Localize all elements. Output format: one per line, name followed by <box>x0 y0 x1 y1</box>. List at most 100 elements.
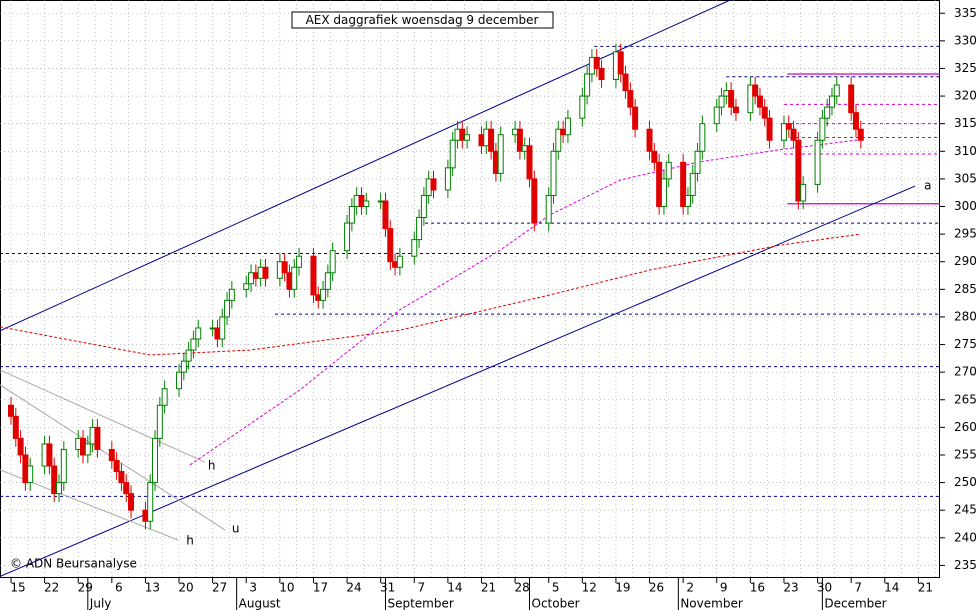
candle-body <box>252 272 259 279</box>
x-tick-label: 29 <box>78 581 93 595</box>
candle-body <box>560 128 567 136</box>
x-tick-label: 27 <box>212 581 227 595</box>
y-tick-label: 320 <box>954 89 977 103</box>
y-tick-label: 285 <box>954 282 977 296</box>
month-label: July <box>89 597 112 610</box>
x-tick-label: 28 <box>514 581 529 595</box>
candle-body <box>728 90 735 108</box>
candle-body <box>689 172 696 196</box>
candle-body <box>512 128 519 136</box>
x-tick-label: 7 <box>417 581 425 595</box>
x-tick-label: 5 <box>552 581 560 595</box>
candle-body <box>358 194 365 208</box>
candle-body <box>454 128 461 141</box>
candle-body <box>324 272 331 290</box>
y-tick-label: 305 <box>954 171 977 185</box>
candle-body <box>632 106 639 130</box>
candle-body <box>464 134 471 141</box>
y-tick-label: 330 <box>954 33 977 47</box>
candle-body <box>646 128 653 152</box>
y-tick-label: 250 <box>954 475 977 489</box>
x-tick-label: 3 <box>249 581 257 595</box>
annotation: h <box>208 459 216 473</box>
y-tick-label: 235 <box>954 558 977 572</box>
candle-body <box>761 106 768 119</box>
candle-body <box>180 360 187 373</box>
annotation: u <box>232 521 240 535</box>
candle-body <box>80 437 87 456</box>
x-tick-label: 26 <box>649 581 664 595</box>
candle-body <box>814 139 821 185</box>
candle-body <box>291 266 298 290</box>
candle-body <box>694 150 701 174</box>
candle-body <box>89 426 96 445</box>
candle-body <box>257 266 264 279</box>
y-tick-label: 325 <box>954 61 977 75</box>
candle-body <box>747 84 754 114</box>
candle-body <box>488 128 495 152</box>
trend-line <box>0 369 206 463</box>
x-tick-label: 7 <box>854 581 862 595</box>
candle-body <box>593 56 600 69</box>
candle-body <box>732 106 739 114</box>
candle-body <box>660 178 667 208</box>
candle-body <box>161 388 168 406</box>
candle-body <box>17 437 24 456</box>
y-tick-label: 300 <box>954 199 977 213</box>
y-tick-label: 240 <box>954 530 977 544</box>
candle-body <box>795 139 802 202</box>
candle-body <box>377 200 384 203</box>
candle-body <box>363 200 370 208</box>
moving-average <box>189 139 861 466</box>
candle-body <box>142 509 149 522</box>
title-box <box>291 11 554 29</box>
x-tick-label: 16 <box>750 581 765 595</box>
candle-body <box>46 443 53 467</box>
candle-body <box>281 261 288 274</box>
candle-body <box>22 454 29 484</box>
candle-body <box>262 266 269 279</box>
candle-body <box>248 272 255 285</box>
candle-body <box>75 437 82 450</box>
candle-body <box>348 206 355 224</box>
candle-body <box>94 426 101 450</box>
candle-body <box>800 183 807 202</box>
candle-body <box>224 299 231 318</box>
x-tick-label: 14 <box>884 581 899 595</box>
candle-body <box>7 404 14 417</box>
candle-body <box>824 106 831 119</box>
candle-body <box>756 95 763 108</box>
candle-body <box>344 222 351 252</box>
candle-body <box>420 194 427 219</box>
candle-body <box>857 128 864 141</box>
candle-body <box>848 84 855 114</box>
candle-body <box>492 150 499 174</box>
candle-body <box>315 294 322 301</box>
candle-body <box>699 123 706 152</box>
candle-body <box>276 261 283 279</box>
x-tick-label: 13 <box>145 581 160 595</box>
copyright: © ADN Beursanalyse <box>10 557 137 571</box>
candle-body <box>718 95 725 108</box>
month-label: November <box>680 597 742 610</box>
candle-body <box>411 239 418 257</box>
x-tick-label: 10 <box>279 581 294 595</box>
y-tick-label: 290 <box>954 254 977 268</box>
candle-body <box>780 123 787 141</box>
candle-body <box>60 448 67 484</box>
plot-frame <box>0 0 940 578</box>
candle-body <box>329 250 336 274</box>
candle-body <box>612 51 619 81</box>
x-tick-label: 20 <box>178 581 193 595</box>
candle-body <box>684 194 691 208</box>
candle-body <box>156 404 163 439</box>
candle-body <box>113 459 120 473</box>
y-tick-label: 270 <box>954 365 977 379</box>
candle-body <box>449 139 456 169</box>
y-tick-label: 335 <box>954 6 977 20</box>
candle-body <box>564 117 571 136</box>
candle-body <box>392 261 399 268</box>
candle-body <box>723 90 730 97</box>
annotation: h <box>186 534 194 548</box>
y-tick-label: 265 <box>954 392 977 406</box>
